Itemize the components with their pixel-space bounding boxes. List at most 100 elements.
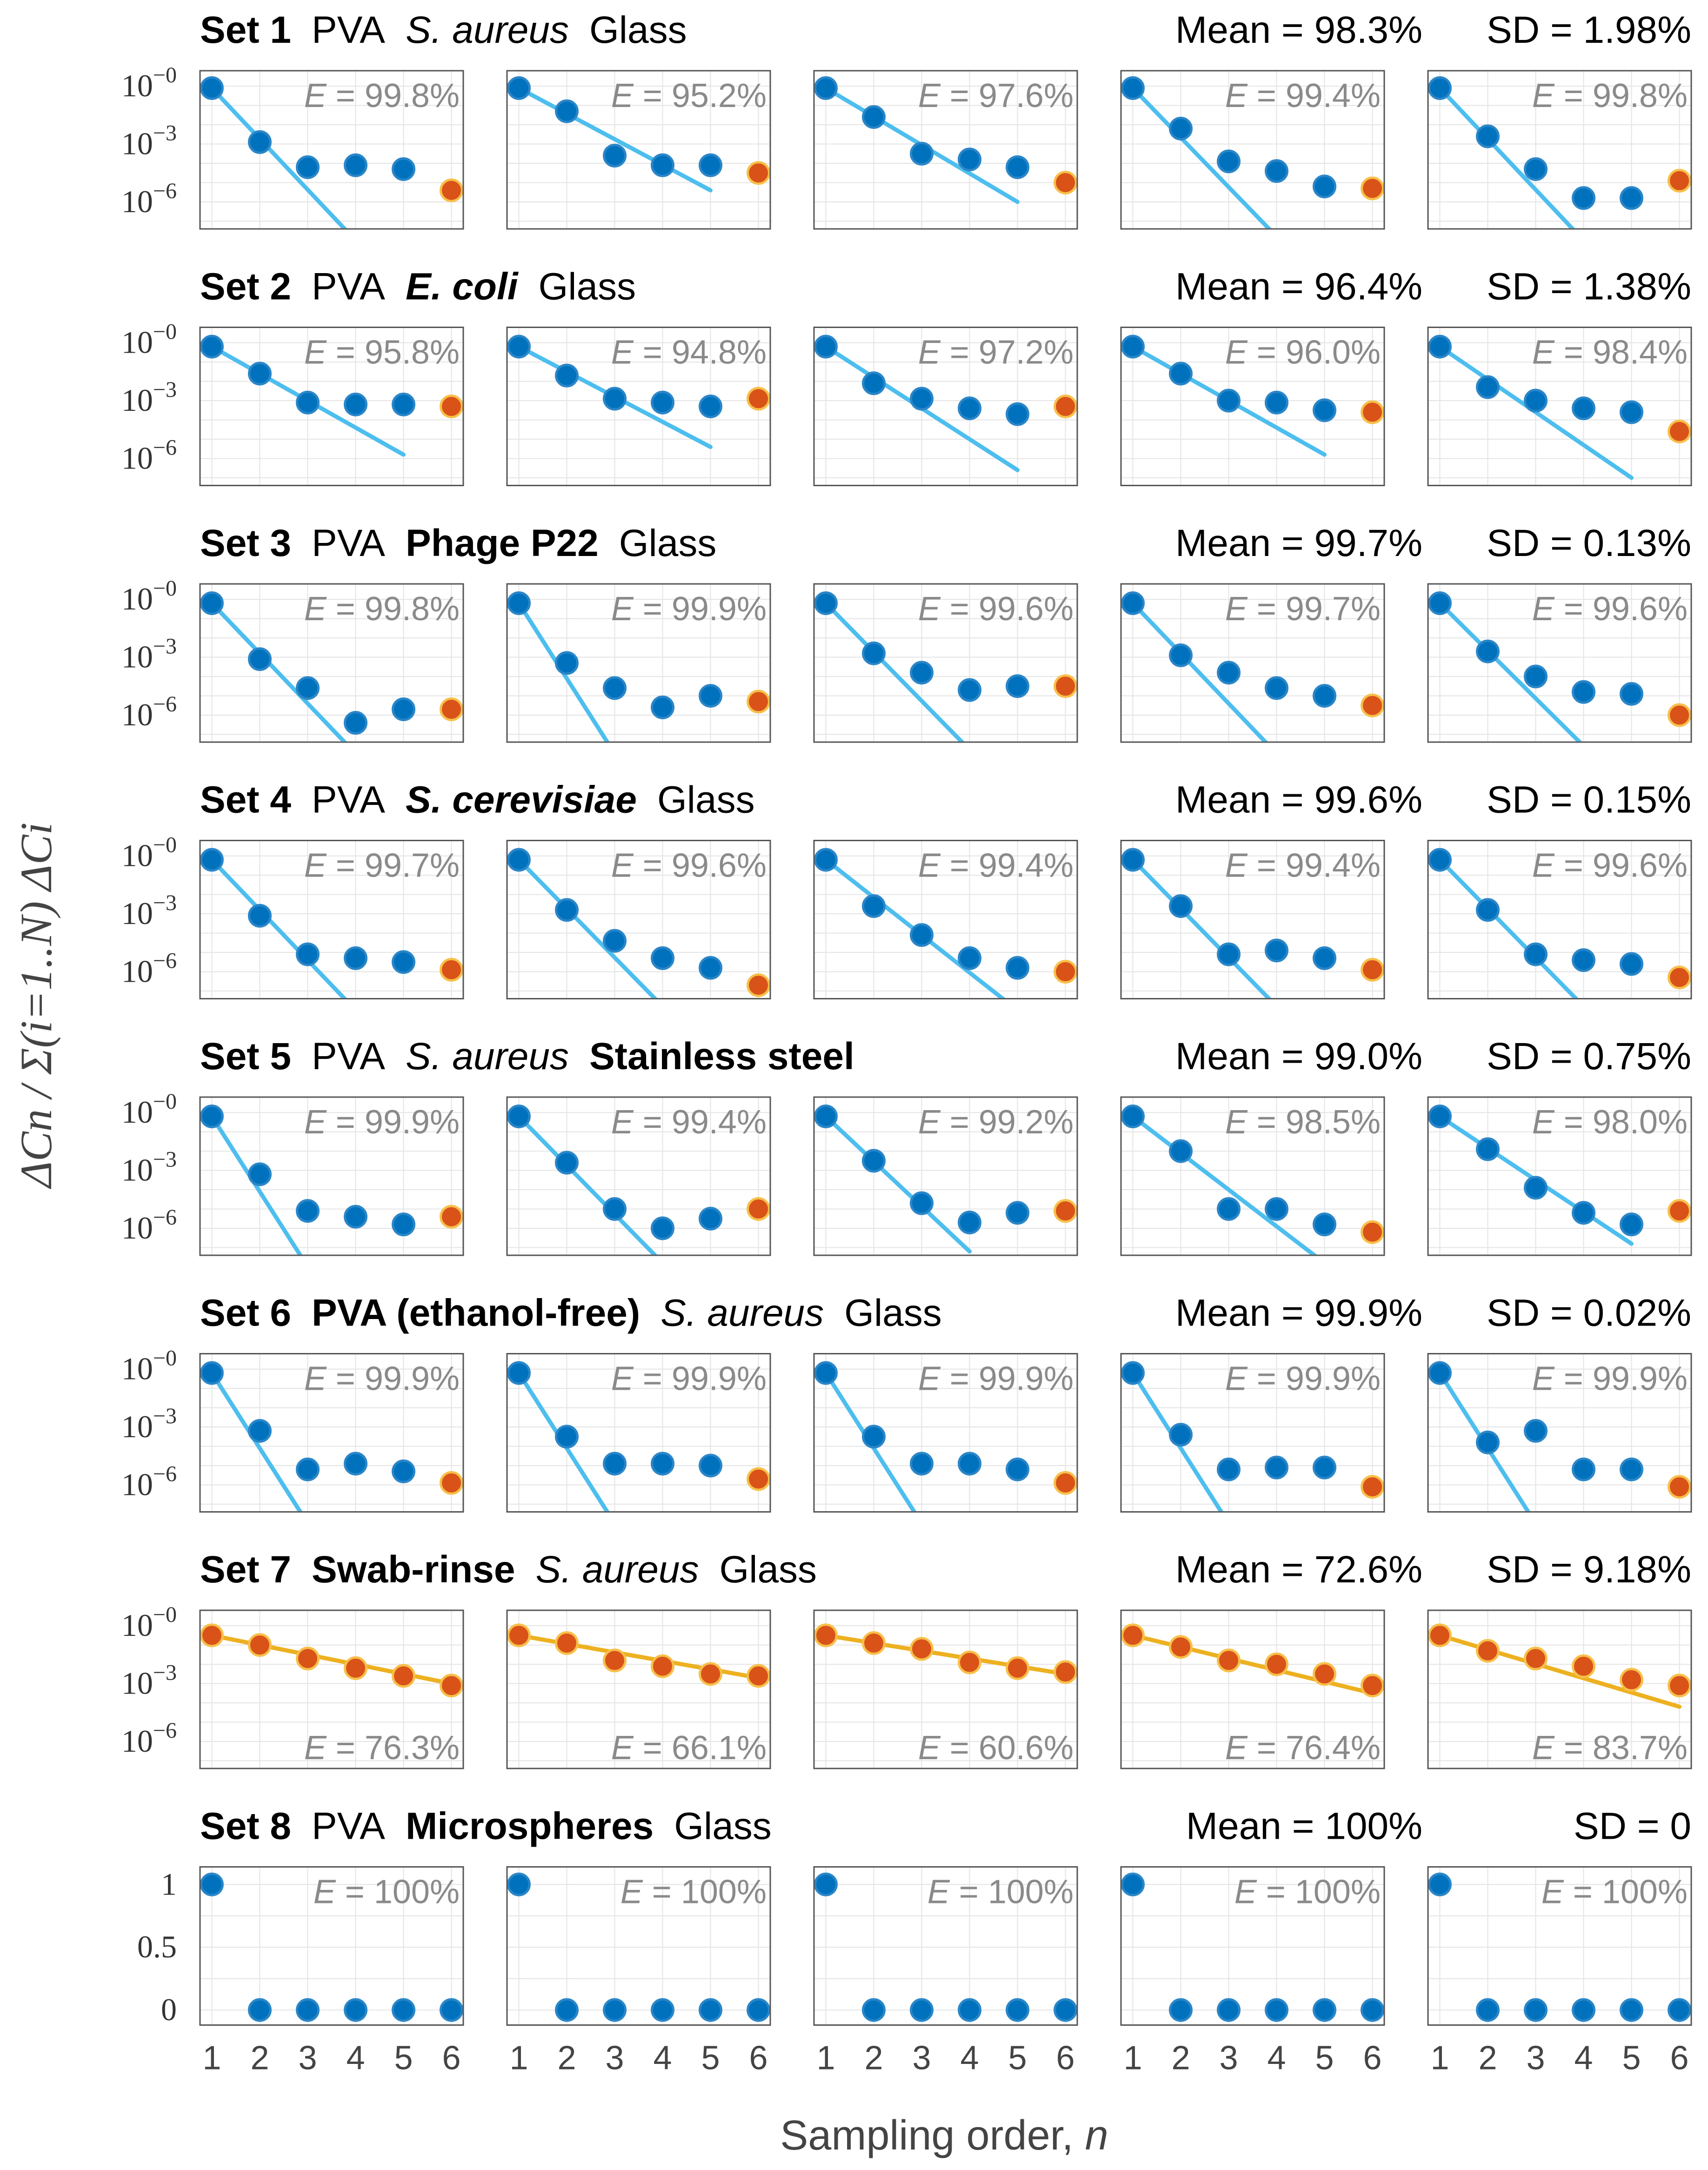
panel-data bbox=[1121, 1104, 1384, 1255]
efficiency-symbol: E bbox=[611, 1104, 634, 1141]
x-tick-label: 1 bbox=[202, 2040, 221, 2077]
efficiency-symbol: E bbox=[304, 1360, 327, 1398]
sd-text: SD = 0.13% bbox=[1487, 522, 1691, 564]
data-point bbox=[651, 1216, 675, 1240]
data-point bbox=[1216, 1998, 1241, 2022]
panel-background bbox=[814, 71, 1077, 229]
data-point-residual bbox=[1216, 1648, 1241, 1673]
efficiency-value: 66.1% bbox=[672, 1729, 767, 1767]
data-point bbox=[554, 898, 579, 922]
set-label: Set 2 bbox=[200, 266, 291, 308]
panel-background bbox=[200, 1867, 463, 2025]
data-point bbox=[1428, 1361, 1452, 1385]
y-tick-base: 10 bbox=[121, 1409, 153, 1444]
x-tick-label: 4 bbox=[346, 2040, 365, 2077]
data-point bbox=[1216, 388, 1241, 413]
efficiency-label: E = 100% bbox=[1541, 1874, 1688, 1911]
efficiency-value: 99.9% bbox=[1593, 1360, 1688, 1398]
efficiency-symbol: E bbox=[611, 590, 634, 628]
data-point bbox=[344, 1205, 368, 1229]
panel-data bbox=[507, 335, 770, 449]
panel-frame bbox=[1120, 1866, 1385, 2026]
swab-type: PVA bbox=[312, 522, 385, 564]
y-tick-base: 10 bbox=[121, 1607, 153, 1643]
efficiency-equals: = bbox=[643, 1874, 681, 1911]
fit-line bbox=[516, 86, 713, 193]
y-tick-exponent: −6 bbox=[153, 179, 177, 203]
panel-frame bbox=[199, 1353, 464, 1513]
panel-background bbox=[507, 840, 770, 999]
y-tick-exponent: −3 bbox=[153, 121, 177, 146]
efficiency-symbol: E bbox=[918, 1360, 941, 1398]
y-tick-exponent: −6 bbox=[153, 1461, 177, 1486]
y-tick-label: 10−0 bbox=[121, 1602, 177, 1643]
data-point bbox=[247, 1162, 272, 1186]
set-header: Set 5 PVA S. aureus Stainless steel bbox=[200, 1035, 854, 1078]
data-point bbox=[909, 1998, 934, 2022]
y-tick-base: 10 bbox=[121, 1351, 153, 1386]
data-point bbox=[1572, 396, 1596, 421]
panel: E = 99.6% bbox=[813, 583, 1078, 743]
efficiency-label: E = 100% bbox=[1234, 1874, 1381, 1911]
data-point bbox=[1475, 375, 1500, 399]
efficiency-label: E = 99.7% bbox=[304, 847, 460, 884]
efficiency-symbol: E bbox=[304, 334, 327, 371]
swab-type: PVA bbox=[312, 779, 385, 821]
panel-data bbox=[814, 1872, 1077, 2022]
y-axis-label: ΔCn / Σ(i=1..N) ΔCi bbox=[11, 823, 61, 1190]
efficiency-label: E = 99.6% bbox=[1532, 590, 1688, 628]
set-label: Set 3 bbox=[200, 522, 291, 564]
efficiency-label: E = 99.4% bbox=[918, 847, 1074, 884]
data-point bbox=[295, 1457, 320, 1481]
data-point bbox=[1313, 174, 1337, 199]
panel-frame bbox=[813, 583, 1078, 743]
efficiency-value: 99.8% bbox=[1593, 77, 1688, 114]
panel-frame bbox=[813, 1866, 1078, 2026]
panel-data bbox=[200, 1104, 463, 1255]
data-point bbox=[1216, 661, 1241, 685]
efficiency-label: E = 99.9% bbox=[304, 1360, 460, 1398]
data-point-residual bbox=[1054, 959, 1077, 984]
panel: E = 76.3% bbox=[199, 1609, 464, 1769]
data-point bbox=[1313, 1455, 1337, 1480]
data-point bbox=[1475, 1430, 1500, 1454]
set-label: Set 8 bbox=[200, 1805, 291, 1848]
panel-data bbox=[814, 591, 1077, 742]
data-point bbox=[554, 99, 579, 123]
efficiency-equals: = bbox=[941, 1104, 979, 1141]
fit-line bbox=[209, 601, 347, 742]
data-point-residual bbox=[440, 1471, 463, 1495]
y-tick-label: 10−6 bbox=[121, 1718, 177, 1759]
efficiency-value: 100% bbox=[1602, 1874, 1688, 1911]
x-tick-label: 1 bbox=[1430, 2040, 1449, 2077]
panel-frame bbox=[199, 583, 464, 743]
efficiency-value: 99.4% bbox=[1286, 847, 1381, 884]
data-point-residual bbox=[200, 1623, 224, 1648]
y-tick-exponent: −0 bbox=[153, 1602, 177, 1627]
panel: E = 99.2% bbox=[813, 1096, 1078, 1256]
data-point-residual bbox=[1361, 1674, 1384, 1698]
data-point bbox=[651, 153, 675, 177]
panel: E = 95.8% bbox=[199, 327, 464, 486]
efficiency-value: 97.2% bbox=[979, 334, 1074, 371]
panel-background bbox=[1428, 1353, 1691, 1512]
panel-data bbox=[814, 76, 1077, 204]
data-point bbox=[814, 1872, 838, 1896]
x-tick-label: 2 bbox=[250, 2040, 269, 2077]
mean-text: Mean = 99.7% bbox=[1175, 522, 1422, 564]
data-point bbox=[602, 143, 627, 167]
y-tick-exponent: −0 bbox=[153, 1089, 177, 1114]
data-point bbox=[247, 1998, 272, 2022]
data-point bbox=[1006, 956, 1030, 980]
panel-frame bbox=[199, 1866, 464, 2026]
panel-frame bbox=[506, 583, 771, 743]
efficiency-symbol: E bbox=[918, 77, 941, 114]
efficiency-symbol: E bbox=[620, 1874, 643, 1911]
data-point bbox=[1265, 938, 1289, 963]
data-point bbox=[392, 1459, 416, 1483]
data-point bbox=[699, 153, 723, 177]
y-tick-base: 10 bbox=[121, 697, 153, 732]
data-point-residual bbox=[440, 395, 463, 418]
efficiency-symbol: E bbox=[304, 590, 327, 628]
